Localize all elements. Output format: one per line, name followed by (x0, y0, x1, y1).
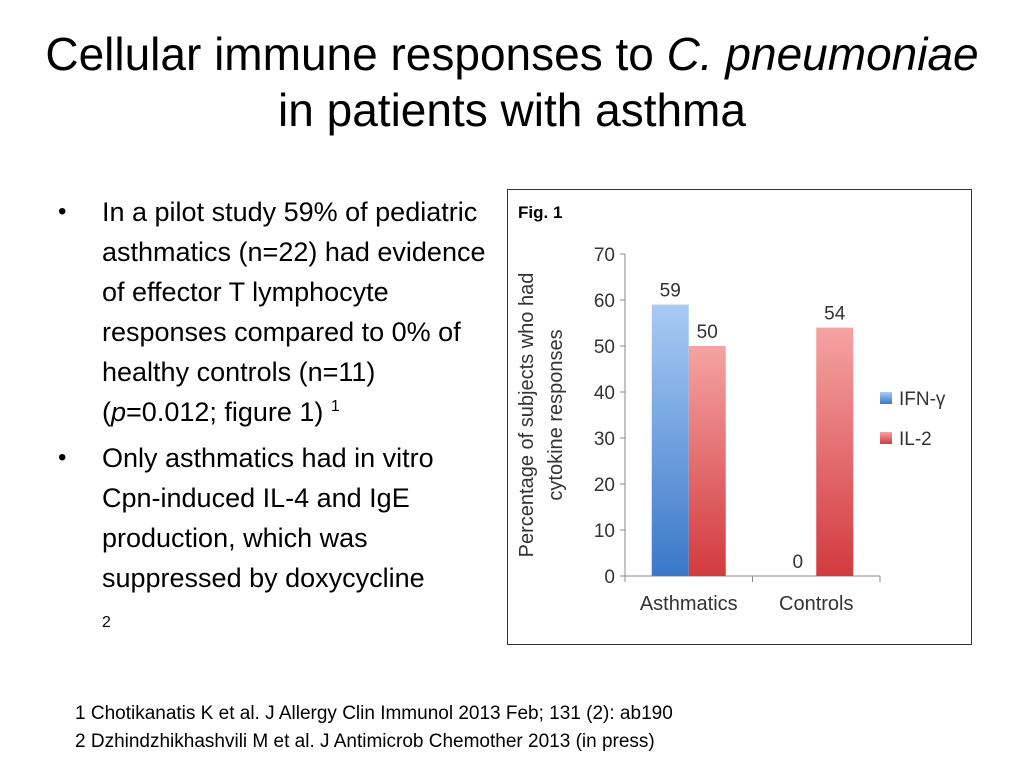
bullet-dot-icon: • (58, 198, 67, 225)
bullet-1-text-start: In a pilot study 59% of pediatric asthma… (102, 197, 486, 427)
slide-title: Cellular immune responses to C. pneumoni… (40, 26, 984, 138)
y-tick-label: 50 (594, 337, 615, 358)
y-tick-label: 70 (594, 245, 615, 266)
title-organism-italic: C. pneumoniae (666, 28, 979, 80)
bullet-1-text-end: =0.012; figure 1) (126, 397, 331, 427)
data-label: 0 (792, 552, 803, 573)
data-label: 54 (824, 304, 846, 325)
reference-2: 2 Dzhindzhikhashvili M et al. J Antimicr… (75, 731, 655, 752)
legend-label: IFN-γ (899, 389, 946, 410)
bullet-list: • In a pilot study 59% of pediatric asth… (52, 192, 492, 649)
y-tick-label: 60 (594, 291, 615, 312)
y-axis-label-line-1: Percentage of subjects who had (516, 273, 538, 558)
y-axis-label-line-2: cytokine responses (545, 329, 567, 500)
data-label: 59 (660, 281, 681, 302)
bar-il2-controls (816, 327, 854, 576)
bullet-2-text: Only asthmatics had in vitro Cpn-induced… (102, 443, 434, 593)
bar-il2-asthmatics (688, 346, 726, 576)
bullet-item-pilot-study: • In a pilot study 59% of pediatric asth… (52, 192, 492, 432)
bullet-dot-icon: • (58, 444, 67, 471)
bullet-1-reference: 1 (330, 398, 340, 415)
title-text-end: in patients with asthma (278, 84, 746, 136)
legend-swatch (880, 432, 892, 444)
y-tick-label: 40 (594, 383, 615, 404)
bar-chart-svg: Fig. 1 Percentage of subjects who had cyto… (516, 203, 946, 615)
bullet-item-asthmatics-il4: • Only asthmatics had in vitro Cpn-induc… (52, 438, 492, 643)
references: 1 Chotikanatis K et al. J Allergy Clin I… (75, 700, 975, 756)
x-category-label: Asthmatics (640, 593, 738, 615)
bullet-2-reference: 2 (102, 614, 111, 631)
chart-title: Fig. 1 (518, 203, 562, 222)
bar-ifn-asthmatics (651, 304, 689, 576)
title-text-start: Cellular immune responses to (45, 28, 667, 80)
y-tick-label: 20 (594, 475, 615, 496)
y-tick-label: 30 (594, 429, 615, 450)
legend-swatch (880, 392, 892, 404)
legend-label: IL-2 (899, 429, 932, 450)
y-tick-label: 0 (604, 567, 615, 588)
y-tick-label: 10 (594, 521, 615, 542)
x-category-label: Controls (779, 593, 853, 615)
bullet-1-p-italic: p (111, 397, 127, 427)
figure-1-chart: Fig. 1 Percentage of subjects who had cyto… (507, 189, 972, 645)
data-label: 50 (697, 322, 718, 343)
reference-1: 1 Chotikanatis K et al. J Allergy Clin I… (75, 703, 673, 724)
